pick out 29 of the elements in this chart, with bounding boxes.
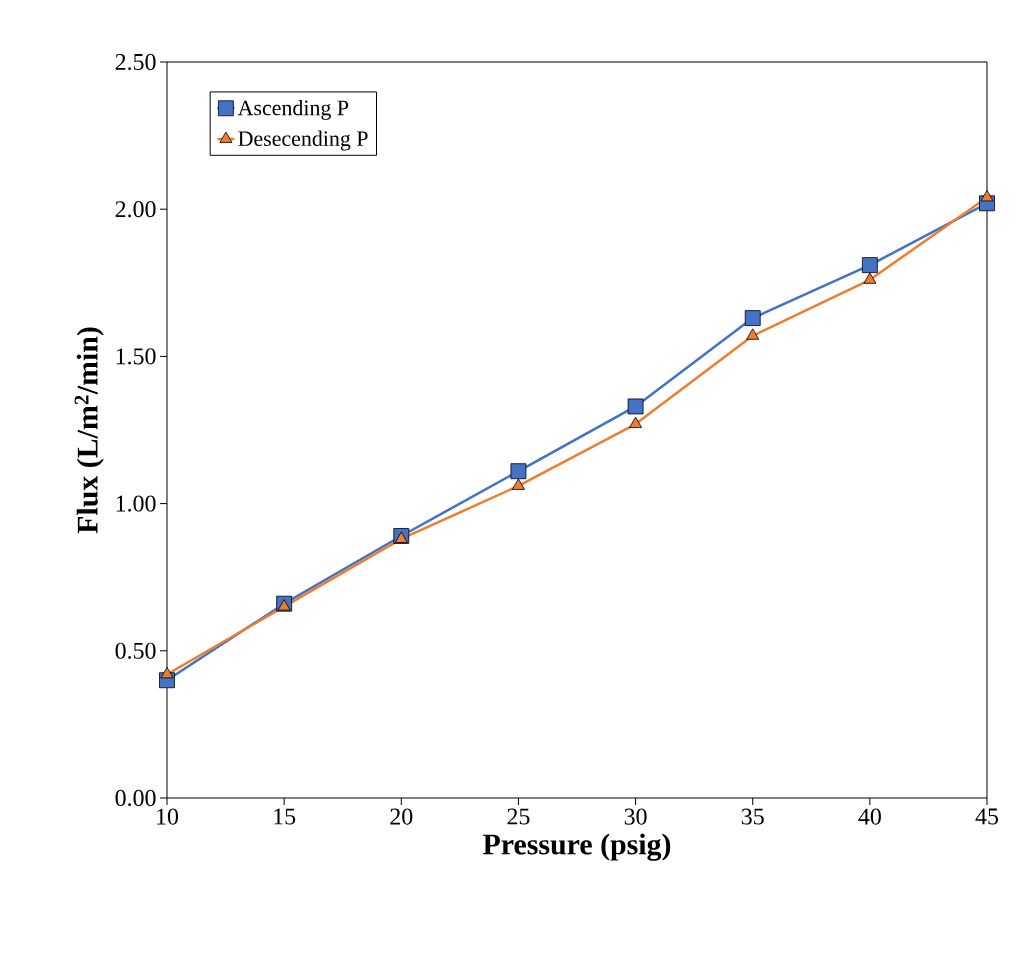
x-tick-label: 25 [507,808,530,825]
y-axis-title: Flux (L/m$^{2}$/min) [74,327,104,534]
point [980,190,994,202]
point [160,666,174,679]
x-tick-label: 30 [624,808,647,825]
legend-label: Ascending P [237,99,349,120]
x-tick-label: 45 [975,808,999,825]
y-tick-label: 0.00 [115,789,156,807]
y-tick-label: 1.00 [116,495,156,512]
x-tick-label: 15 [274,808,296,825]
point [863,272,877,284]
y-tick-label: 2.00 [115,201,156,218]
x-tick-label: 10 [157,808,179,825]
point [744,310,761,327]
x-tick-label: 40 [858,808,881,825]
point [629,416,643,429]
y-tick-label: 1.50 [116,348,156,365]
point [861,257,878,274]
y-tick-label: 2.50 [115,53,156,71]
point [627,398,644,415]
point [511,478,525,490]
x-tick-label: 20 [390,808,413,825]
point [510,463,527,480]
point [277,599,291,611]
x-axis-title: Pressure (psig) [483,833,671,861]
point [746,328,760,340]
legend-label: Desecending P [238,130,368,151]
y-tick-label: 0.50 [115,642,156,659]
x-tick-label: 35 [741,808,764,825]
